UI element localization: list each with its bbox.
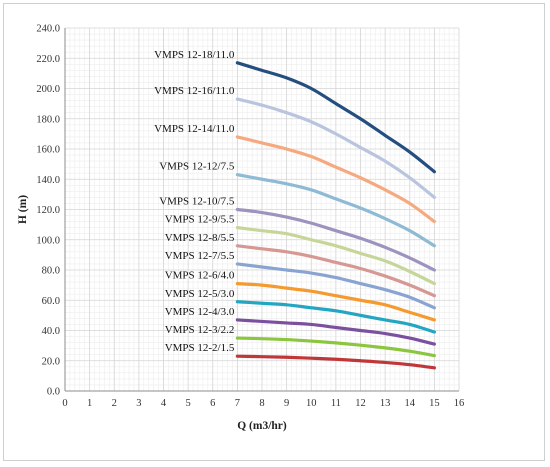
x-tick-label: 5 bbox=[186, 398, 191, 409]
curve-vmps-12-5-3-0 bbox=[235, 300, 436, 334]
y-tick-label: 100.0 bbox=[36, 235, 60, 246]
axes bbox=[64, 28, 459, 392]
y-tick-label: 180.0 bbox=[36, 114, 60, 125]
curve-label-vmps-12-14-11-0: VMPS 12-14/11.0 bbox=[154, 123, 235, 135]
curve-vmps-12-14-11-0 bbox=[235, 135, 436, 224]
curve-label-vmps-12-18-11-0: VMPS 12-18/11.0 bbox=[154, 49, 235, 61]
x-tick-label: 6 bbox=[210, 398, 215, 409]
x-tick-label: 8 bbox=[259, 398, 264, 409]
curve-label-vmps-12-4-3-0: VMPS 12-4/3.0 bbox=[165, 306, 235, 318]
x-axis-title: Q (m3/hr) bbox=[237, 420, 287, 432]
x-tick-label: 16 bbox=[454, 398, 465, 409]
y-tick-label: 140.0 bbox=[36, 175, 60, 186]
curve-label-vmps-12-8-5-5: VMPS 12-8/5.5 bbox=[165, 232, 235, 244]
curve-label-vmps-12-9-5-5: VMPS 12-9/5.5 bbox=[165, 214, 235, 226]
x-tick-label: 13 bbox=[380, 398, 391, 409]
curve-vmps-12-2-1-5 bbox=[235, 354, 436, 370]
x-tick-label: 15 bbox=[429, 398, 440, 409]
performance-curves bbox=[235, 61, 436, 370]
curve-label-vmps-12-16-11-0: VMPS 12-16/11.0 bbox=[154, 85, 235, 97]
curve-vmps-12-10-7-5 bbox=[235, 207, 436, 272]
curve-label-vmps-12-3-2-2: VMPS 12-3/2.2 bbox=[165, 324, 235, 336]
x-tick-label: 3 bbox=[136, 398, 141, 409]
chart-frame: 0 1 2 3 4 5 6 7 8 9 10 11 12 13 14 15 16 0.0 20.0 40.0 60.0 8… bbox=[3, 3, 545, 461]
y-tick-label: 60.0 bbox=[42, 296, 60, 307]
curve-label-vmps-12-5-3-0: VMPS 12-5/3.0 bbox=[165, 288, 235, 300]
curve-label-vmps-12-2-1-5: VMPS 12-2/1.5 bbox=[165, 342, 235, 354]
curve-label-vmps-12-6-4-0: VMPS 12-6/4.0 bbox=[165, 270, 235, 282]
y-tick-label: 240.0 bbox=[36, 24, 60, 35]
x-tick-label: 12 bbox=[355, 398, 366, 409]
curve-vmps-12-16-11-0 bbox=[235, 97, 436, 199]
curve-label-vmps-12-10-7-5: VMPS 12-10/7.5 bbox=[159, 196, 235, 208]
curve-vmps-12-7-5-5 bbox=[235, 262, 436, 310]
x-tick-label: 0 bbox=[62, 398, 67, 409]
curve-vmps-12-8-5-5 bbox=[235, 244, 436, 298]
curve-vmps-12-3-2-2 bbox=[235, 336, 436, 358]
y-tick-label: 120.0 bbox=[36, 205, 60, 216]
y-tick-label: 0.0 bbox=[47, 387, 60, 398]
y-tick-label: 220.0 bbox=[36, 54, 60, 65]
y-tick-label: 160.0 bbox=[36, 145, 60, 156]
x-tick-label: 11 bbox=[331, 398, 341, 409]
curve-vmps-12-12-7-5 bbox=[235, 173, 436, 248]
curve-vmps-12-4-3-0 bbox=[235, 318, 436, 346]
curve-vmps-12-6-4-0 bbox=[235, 282, 436, 322]
curve-vmps-12-18-11-0 bbox=[235, 61, 436, 174]
x-tick-label: 7 bbox=[235, 398, 240, 409]
pump-curve-chart: 0 1 2 3 4 5 6 7 8 9 10 11 12 13 14 15 160.020.040.060.08… bbox=[17, 24, 464, 433]
x-tick-label: 9 bbox=[284, 398, 289, 409]
curve-vmps-12-9-5-5 bbox=[235, 226, 436, 286]
curve-labels: VMPS 12-18/11.0 VMPS 12-16/11.0 VMPS 12-14… bbox=[154, 49, 235, 354]
y-tick-label: 40.0 bbox=[42, 326, 60, 337]
x-tick-label: 2 bbox=[112, 398, 117, 409]
y-axis-title: H (m) bbox=[17, 195, 29, 224]
y-tick-label: 200.0 bbox=[36, 84, 60, 95]
x-tick-label: 1 bbox=[87, 398, 92, 409]
x-tick-label: 14 bbox=[405, 398, 416, 409]
curve-label-vmps-12-12-7-5: VMPS 12-12/7.5 bbox=[159, 161, 235, 173]
curve-label-vmps-12-7-5-5: VMPS 12-7/5.5 bbox=[165, 250, 235, 262]
tick-labels: 0 1 2 3 4 5 6 7 8 9 10 11 12 13 14 15 160.020.040.060.08… bbox=[36, 24, 464, 410]
x-tick-label: 10 bbox=[306, 398, 317, 409]
x-tick-label: 4 bbox=[161, 398, 167, 409]
y-tick-label: 20.0 bbox=[42, 356, 60, 367]
y-tick-label: 80.0 bbox=[42, 266, 60, 277]
